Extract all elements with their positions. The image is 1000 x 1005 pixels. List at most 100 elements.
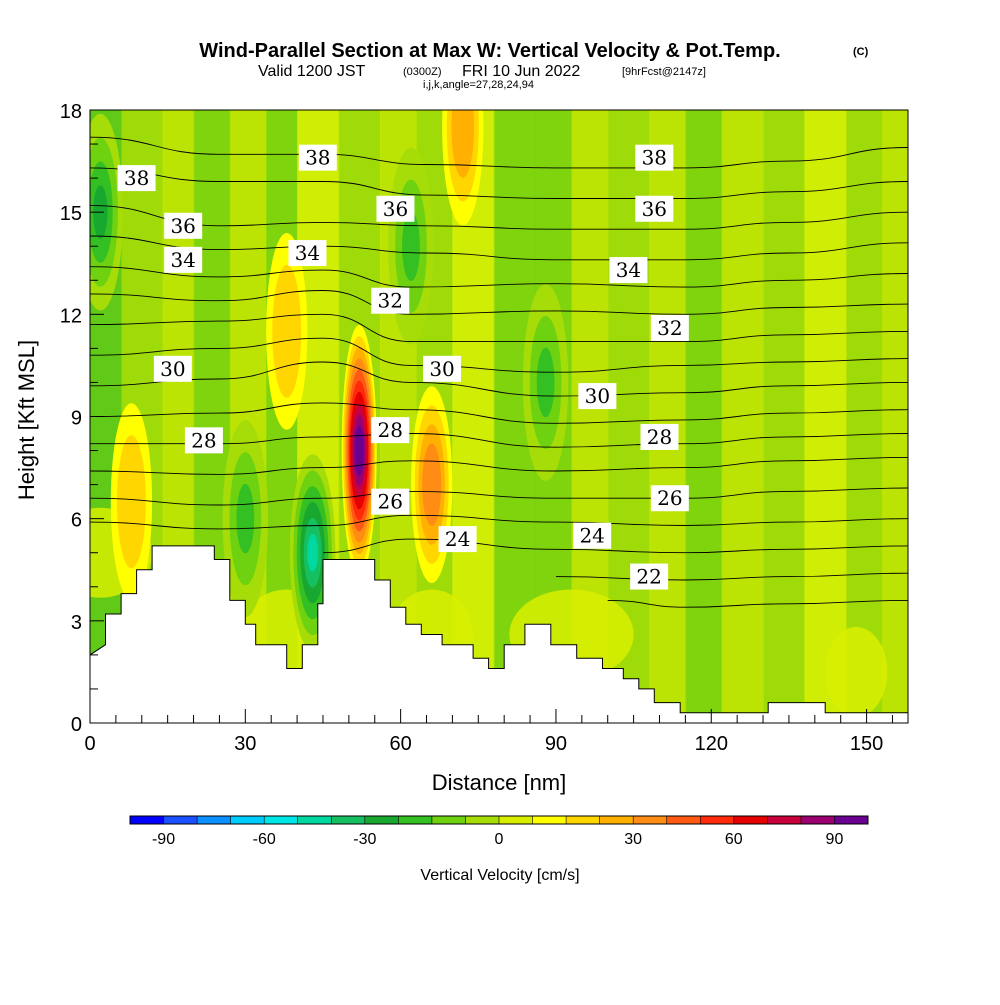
colorbar-swatch — [364, 816, 399, 824]
colorbar-swatch — [834, 816, 869, 824]
x-axis-label: Distance [nm] — [432, 770, 567, 795]
x-tick-label: 60 — [390, 733, 412, 755]
contour-label-text: 30 — [585, 384, 610, 408]
terrain — [90, 545, 908, 723]
colorbar-swatch — [499, 816, 533, 824]
contour-label: 38 — [635, 144, 674, 171]
theta-contour-33 — [90, 290, 908, 315]
contour-label-text: 28 — [378, 418, 403, 442]
colorbar-swatch — [800, 816, 835, 824]
colorbar-swatch — [431, 816, 466, 824]
velocity-contour-fill — [355, 436, 363, 465]
theta-contour-38 — [90, 136, 908, 169]
terrain-profile — [90, 545, 908, 723]
colorbar-tick-label: 30 — [624, 831, 642, 848]
contour-label: 28 — [640, 423, 679, 450]
contour-label-text: 38 — [642, 146, 667, 170]
y-tick-label: 0 — [71, 714, 82, 736]
x-tick-label: 150 — [850, 733, 883, 755]
colorbar-swatch — [767, 816, 802, 824]
contour-label-box — [573, 522, 612, 549]
colorbar-tick-label: -60 — [253, 831, 276, 848]
copyright-mark: (C) — [853, 46, 869, 58]
velocity-band — [763, 110, 806, 723]
theta-contour-30 — [90, 361, 908, 397]
colorbar-swatch — [130, 816, 164, 824]
contour-label-box — [371, 488, 410, 515]
colorbar-swatch — [465, 816, 500, 824]
contour-label-text: 36 — [170, 214, 195, 238]
grid-indices: i,j,k,angle=27,28,24,94 — [423, 79, 534, 91]
colorbar-swatch — [398, 816, 433, 824]
colorbar-label: Vertical Velocity [cm/s] — [420, 867, 579, 884]
contour-label-text: 36 — [642, 197, 667, 221]
colorbar-tick-label: 0 — [495, 831, 504, 848]
y-tick-label: 12 — [60, 305, 82, 327]
contour-label: 38 — [117, 165, 156, 192]
colorbar-swatch — [532, 816, 567, 824]
y-tick-label: 3 — [71, 612, 82, 634]
contour-label-text: 24 — [579, 524, 604, 548]
contour-label-text: 38 — [124, 166, 149, 190]
contour-label: 34 — [288, 240, 327, 267]
velocity-contour-fill — [307, 533, 319, 572]
theta-contour-28 — [90, 433, 908, 448]
contour-label-box — [609, 257, 648, 284]
colorbar-tick-label: 90 — [826, 831, 844, 848]
valid-utc: (0300Z) — [403, 66, 442, 78]
colorbar-swatch — [163, 816, 198, 824]
theta-contour-22 — [607, 599, 908, 608]
contour-label-text: 38 — [305, 146, 330, 170]
contour-label-box — [578, 383, 617, 410]
colorbar-swatch — [230, 816, 265, 824]
colorbar-swatch — [633, 816, 668, 824]
theta-contour-24 — [322, 538, 908, 554]
y-tick-label: 18 — [60, 101, 82, 123]
contour-label: 26 — [650, 485, 689, 512]
contour-label-box — [117, 165, 156, 192]
theta-contour-31 — [90, 337, 908, 373]
colorbar-swatch — [566, 816, 600, 824]
y-tick-label: 15 — [60, 203, 82, 225]
velocity-band — [804, 110, 847, 723]
contour-label-box — [371, 417, 410, 444]
contour-label-box — [153, 355, 192, 382]
contour-label-box — [438, 526, 477, 553]
theta-contour-35 — [90, 235, 908, 261]
colorbar-swatch — [264, 816, 299, 824]
velocity-contour-fill — [278, 296, 295, 367]
contour-label-text: 24 — [445, 527, 470, 551]
contour-label: 36 — [376, 195, 415, 222]
contour-label-box — [164, 246, 203, 273]
colorbar-swatch — [197, 816, 231, 824]
x-axis-ticks: 0 30 60 90 120 150 — [84, 709, 893, 755]
velocity-contour-fill — [402, 211, 420, 282]
contour-label-box — [288, 240, 327, 267]
contour-label: 28 — [184, 427, 223, 454]
contour-label: 34 — [609, 257, 648, 284]
contour-label: 26 — [371, 488, 410, 515]
contour-label-box — [164, 212, 203, 239]
contour-label-text: 26 — [378, 490, 403, 514]
velocity-band — [721, 110, 765, 723]
contour-labels: 38 38 38 36 36 36 34 34 34 32 32 30 30 30 28 28 28 26 26 24… — [117, 144, 689, 590]
contour-label: 30 — [423, 355, 462, 382]
contour-label: 34 — [164, 246, 203, 273]
theta-contour-29 — [90, 402, 908, 424]
colorbar-swatch — [599, 816, 634, 824]
chart-title: Wind-Parallel Section at Max W: Vertical… — [199, 40, 780, 62]
velocity-contour-fill — [236, 483, 255, 554]
theta-contour-26 — [90, 487, 908, 506]
contour-label: 36 — [635, 195, 674, 222]
velocity-contour-fill — [536, 347, 555, 418]
y-axis-label: Height [Kft MSL] — [14, 340, 39, 500]
contour-label-box — [635, 195, 674, 222]
contour-label-box — [650, 485, 689, 512]
contour-label-box — [650, 314, 689, 341]
theta-contour-27 — [90, 456, 908, 475]
contour-label: 32 — [371, 287, 410, 314]
colorbar-swatch — [331, 816, 366, 824]
theta-contour-37 — [90, 167, 908, 199]
